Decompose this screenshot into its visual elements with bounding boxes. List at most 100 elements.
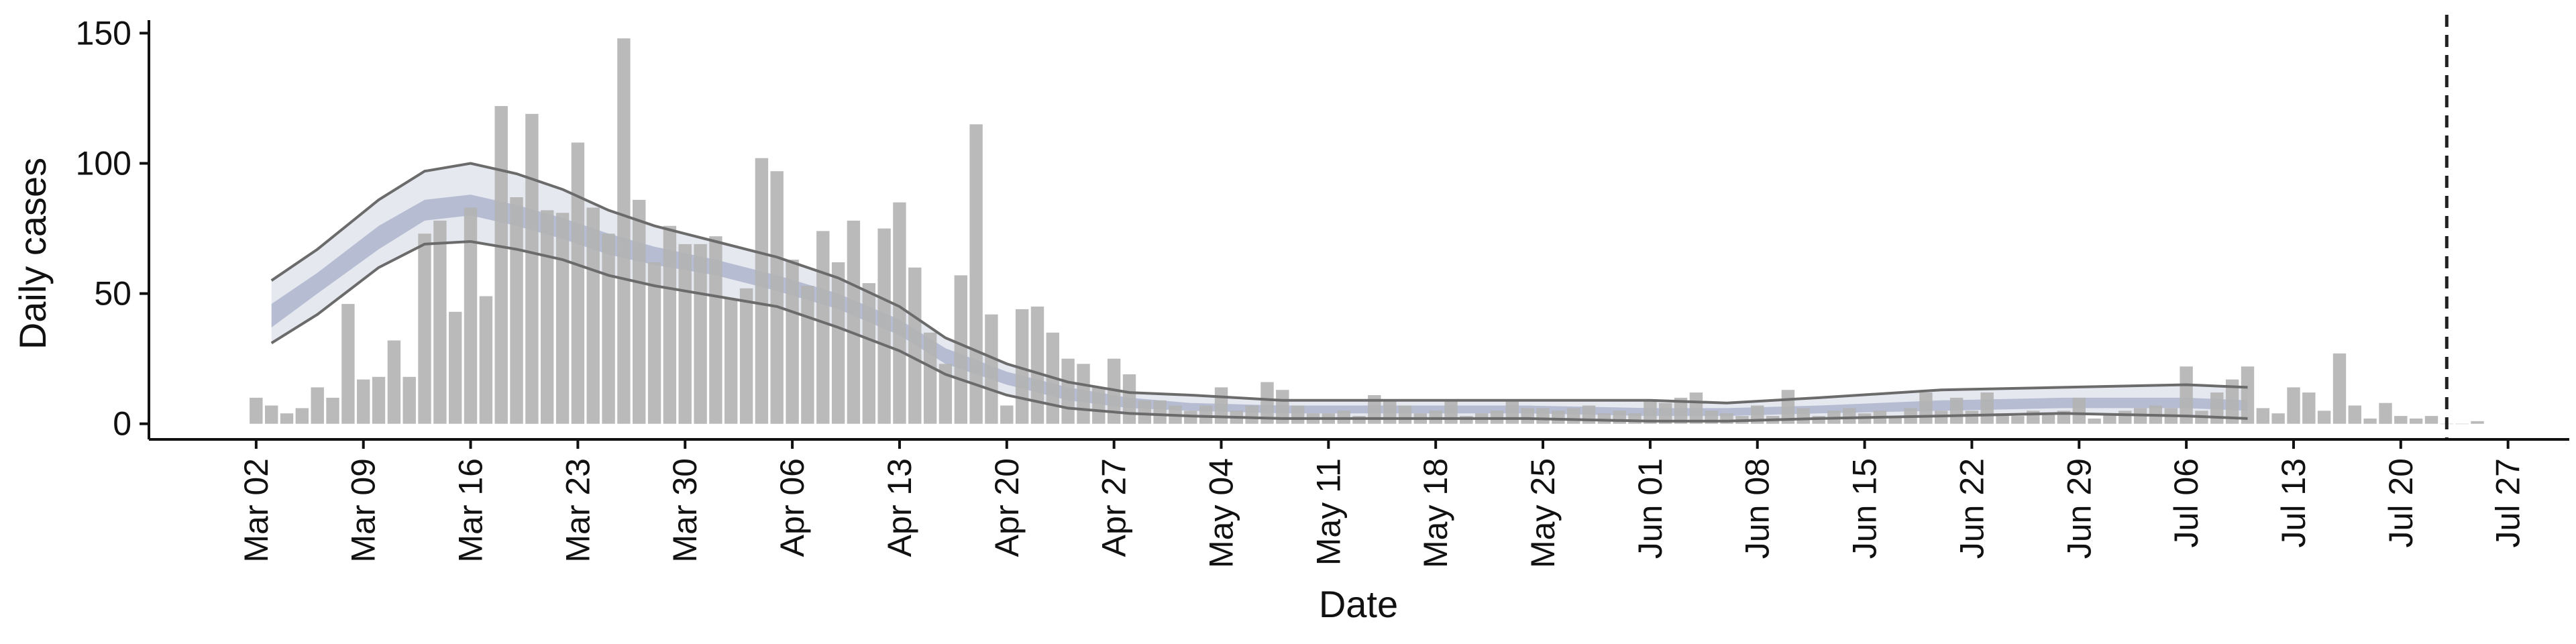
axes: 0 50 100 150 Mar 02 Mar 09 Mar 16 Mar 23 Mar 30… [76, 14, 2569, 568]
daily-case-bar [801, 286, 814, 424]
daily-case-bar [2180, 366, 2193, 424]
daily-case-bar [1659, 402, 1672, 424]
daily-case-bar [602, 233, 615, 424]
y-tick-label: 50 [94, 275, 131, 313]
daily-case-bar [357, 379, 370, 424]
daily-case-bar [877, 228, 891, 424]
x-tick-label: Jun 08 [1739, 458, 1776, 559]
daily-case-bar [1536, 408, 1550, 424]
daily-case-bar [1000, 405, 1014, 424]
daily-case-bar [525, 113, 539, 424]
x-tick-label: May 11 [1309, 458, 1347, 566]
daily-case-bar [831, 262, 845, 424]
daily-case-bar [1260, 382, 1274, 424]
daily-case-bar [893, 202, 906, 424]
daily-case-bar [755, 158, 769, 424]
daily-case-bar [2011, 416, 2025, 424]
daily-case-bar [694, 244, 707, 424]
daily-case-bar [326, 397, 339, 424]
daily-case-bar [2409, 418, 2423, 424]
daily-case-bar [418, 233, 431, 424]
daily-case-bar [2379, 402, 2392, 424]
y-axis-title: Daily cases [11, 158, 54, 350]
daily-case-bar [2471, 421, 2484, 424]
daily-case-bar [647, 262, 661, 424]
daily-case-bar [510, 197, 523, 424]
x-tick-label: Jun 29 [2060, 458, 2098, 559]
daily-case-bar [816, 231, 830, 424]
daily-case-bar [571, 142, 585, 424]
daily-case-bar [663, 225, 677, 424]
daily-case-bar [1276, 390, 1289, 424]
y-tick-label: 150 [76, 14, 131, 52]
x-tick-label: May 25 [1524, 458, 1562, 568]
daily-case-bar [387, 340, 401, 424]
x-tick-label: Jul 06 [2167, 458, 2205, 547]
band-outer [271, 163, 2248, 421]
daily-case-bar [433, 220, 447, 424]
daily-case-bar [2088, 418, 2101, 424]
daily-case-bar [311, 387, 324, 424]
forecast-bands [271, 163, 2248, 421]
daily-case-bar [1567, 408, 1580, 424]
daily-case-bar [1444, 400, 1458, 424]
daily-case-bar [555, 213, 570, 424]
x-tick-label: Mar 02 [237, 458, 275, 563]
daily-case-bar [1919, 392, 1933, 424]
daily-case-bar [2348, 405, 2361, 424]
x-tick-label: Apr 06 [773, 458, 811, 557]
daily-case-bar [265, 405, 278, 424]
daily-case-bar [969, 124, 983, 424]
daily-case-bar [1949, 397, 1964, 424]
daily-case-bar [2241, 366, 2255, 424]
daily-case-bar [938, 364, 953, 424]
daily-case-bar [2256, 408, 2269, 424]
daily-case-bar [295, 408, 309, 424]
daily-case-bar [464, 207, 478, 424]
daily-case-bar [2302, 392, 2316, 424]
daily-case-bar [1383, 400, 1397, 424]
daily-case-bar [1368, 395, 1381, 424]
daily-case-bar [633, 199, 646, 424]
y-tick-label: 0 [113, 405, 131, 443]
daily-case-bar [1597, 413, 1611, 424]
x-tick-label: Jun 22 [1953, 458, 1990, 559]
daily-case-bar [1674, 397, 1688, 424]
daily-case-bar [1092, 387, 1106, 424]
daily-case-bar [449, 311, 462, 424]
daily-case-bar [1138, 400, 1151, 424]
daily-case-bar [1505, 400, 1519, 424]
x-tick-label: Mar 09 [345, 458, 382, 563]
daily-case-bar [1030, 307, 1044, 424]
x-tick-label: Apr 13 [881, 458, 918, 557]
daily-case-bar [985, 314, 998, 424]
daily-case-bar [372, 376, 386, 424]
daily-case-bar [709, 236, 722, 424]
daily-case-bar [847, 220, 861, 424]
daily-case-bar [1398, 405, 1412, 424]
daily-case-bar [2118, 411, 2132, 424]
x-tick-label: Jun 01 [1631, 458, 1669, 559]
daily-case-bar [586, 207, 600, 424]
daily-case-bar [541, 210, 554, 424]
daily-case-bar [1965, 411, 1979, 424]
daily-case-bar [2317, 411, 2331, 424]
daily-case-bar [2072, 397, 2086, 424]
daily-case-bar [1644, 400, 1657, 424]
daily-case-bar [2287, 387, 2300, 424]
daily-case-bar [479, 296, 493, 424]
x-tick-label: Mar 30 [666, 458, 704, 563]
daily-case-bar [2271, 413, 2285, 424]
daily-case-bar [1843, 408, 1856, 424]
x-ticks: Mar 02 Mar 09 Mar 16 Mar 23 Mar 30 Apr 06 Apr … [237, 439, 2527, 568]
daily-case-bar [2332, 353, 2347, 424]
daily-case-bar [2424, 416, 2438, 424]
daily-case-bar [678, 244, 692, 424]
daily-case-bar [1552, 411, 1565, 424]
daily-case-bar [1015, 309, 1029, 424]
daily-case-bar [617, 38, 631, 424]
daily-case-bar [1199, 405, 1213, 424]
x-tick-label: May 18 [1417, 458, 1454, 568]
daily-case-bar [250, 397, 263, 424]
daily-case-bar [1077, 364, 1090, 424]
